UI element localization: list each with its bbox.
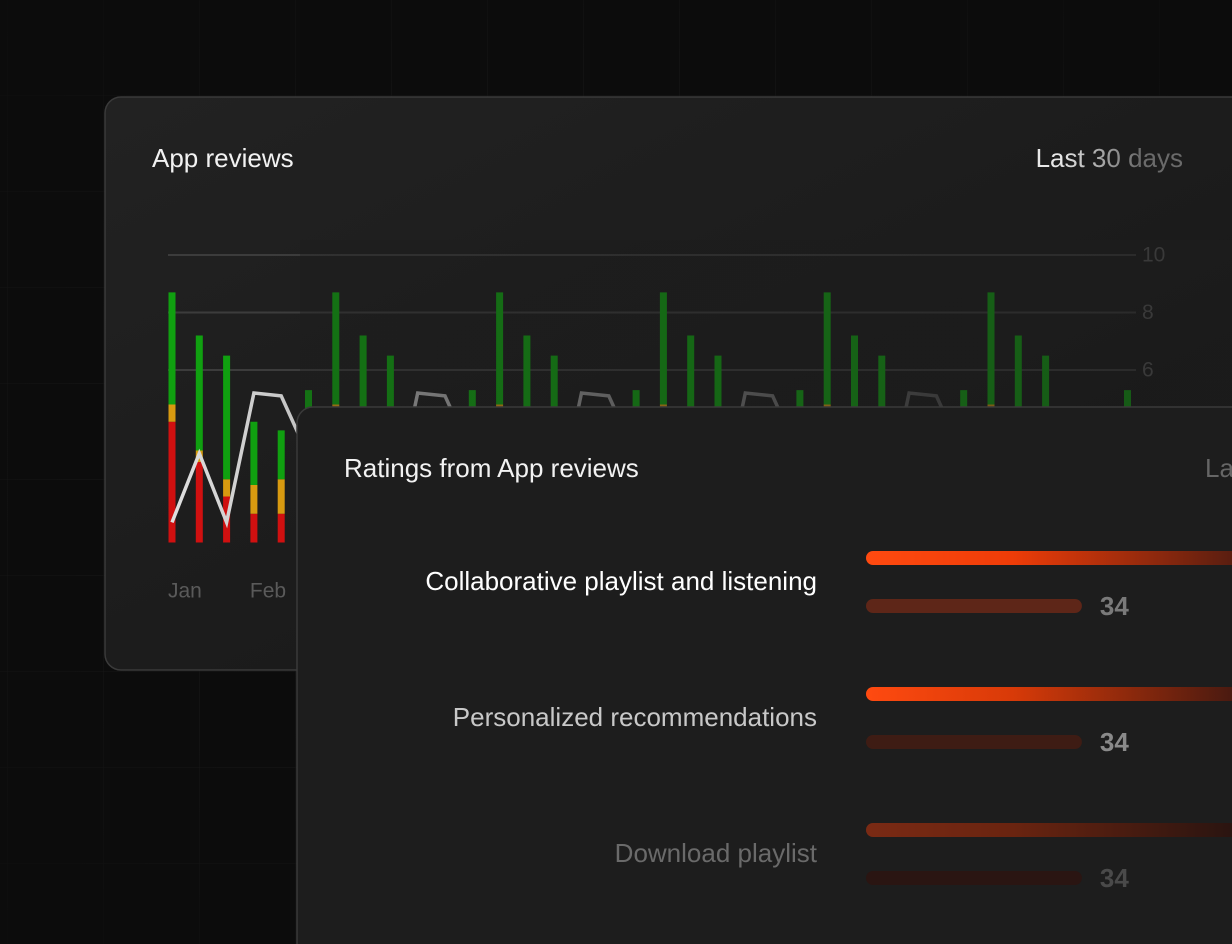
rating-value: 34: [1100, 863, 1129, 893]
bar-segment: [277, 479, 285, 514]
bar-segment: [168, 421, 176, 543]
row-label: Collaborative playlist and listening: [425, 566, 817, 596]
rating-bar: [866, 687, 1232, 701]
row-label: Download playlist: [615, 838, 818, 868]
date-range[interactable]: Last 30 days: [1205, 453, 1232, 483]
rating-bar: [866, 551, 1232, 565]
bar-segment: [195, 335, 203, 451]
bar-segment: [250, 421, 258, 485]
rating-bar: [866, 823, 1232, 837]
rating-value: 34: [1100, 727, 1129, 757]
bar-segment: [195, 462, 203, 543]
bar-segment: [277, 430, 285, 480]
rating-bar-secondary: [866, 735, 1082, 749]
bar-segment: [223, 355, 231, 480]
rating-value: 34: [1100, 591, 1129, 621]
date-range[interactable]: Last 30 days: [1036, 143, 1183, 173]
rating-bar-secondary: [866, 599, 1082, 613]
bar-segment: [277, 513, 285, 543]
card: [296, 406, 1232, 944]
x-tick-label: Feb: [250, 580, 286, 603]
bar-segment: [168, 404, 176, 422]
x-tick-label: Jan: [168, 580, 202, 603]
ratings-card: Ratings from App reviews Last 30 days Co…: [296, 406, 1232, 944]
rating-rows: Collaborative playlist and listening 34 Pe…: [425, 551, 1232, 893]
bar-segment: [250, 485, 258, 514]
row-label: Personalized recommendations: [453, 702, 817, 732]
card-title: Ratings from App reviews: [344, 453, 639, 483]
bar-segment: [223, 479, 231, 497]
card-title: App reviews: [152, 143, 294, 173]
bar-segment: [168, 292, 176, 405]
rating-bar-secondary: [866, 871, 1082, 885]
bar-segment: [250, 513, 258, 543]
